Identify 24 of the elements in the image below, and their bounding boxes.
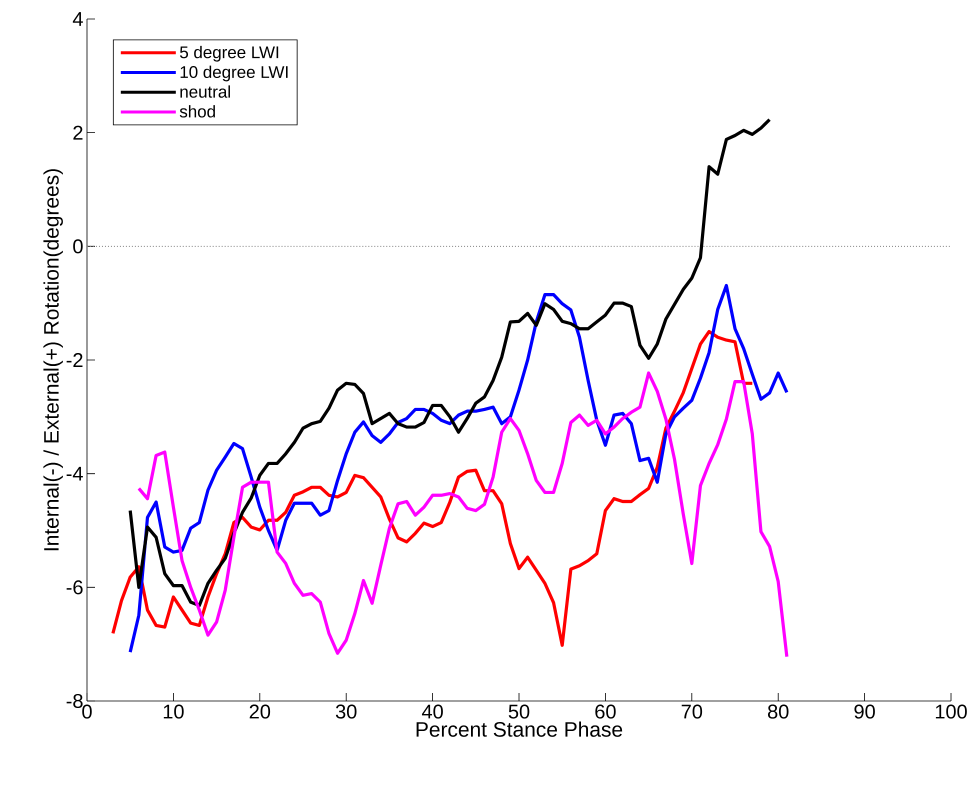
x-tick-label: 50	[508, 704, 530, 719]
x-axis-title: Percent Stance Phase	[416, 721, 622, 737]
y-tick-label: 4	[72, 12, 83, 26]
x-tick-label: 80	[768, 704, 789, 719]
x-tick-label: 70	[682, 704, 702, 719]
x-tick-label: 20	[250, 704, 270, 719]
legend-label: shod	[180, 105, 215, 118]
y-tick-label: -6	[66, 580, 83, 594]
x-tick-label: 10	[164, 704, 184, 719]
x-tick-label: 0	[82, 704, 92, 719]
y-tick-label: -8	[66, 694, 83, 708]
x-tick-label: 90	[854, 704, 875, 719]
y-tick-label: 2	[73, 126, 82, 140]
legend-label: 5 degree LWI	[180, 46, 278, 62]
y-tick-label: -4	[66, 466, 83, 481]
x-tick-label: 100	[936, 704, 967, 719]
x-tick-label: 30	[336, 704, 356, 719]
x-tick-label: 40	[422, 704, 443, 719]
y-tick-label: -2	[66, 353, 82, 367]
y-tick-label: 0	[73, 239, 83, 254]
y-axis-title: Internal(-) / External(+) Rotation(degrees)	[43, 169, 63, 550]
x-tick-label: 60	[595, 704, 616, 719]
legend-label: neutral	[180, 85, 230, 98]
legend-label: 10 degree LWI	[180, 66, 288, 82]
